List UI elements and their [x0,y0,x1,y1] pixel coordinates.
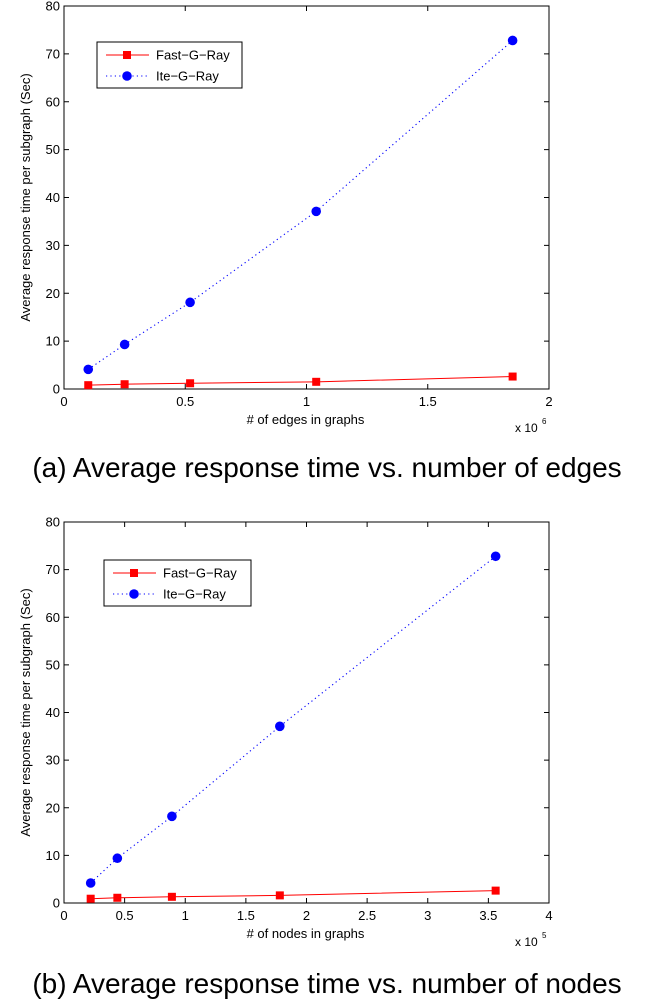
x-tick-label: 0 [60,908,67,923]
x-tick-label: 1.5 [419,394,437,409]
legend-marker-fast-g-ray [123,51,131,59]
y-tick-label: 60 [46,610,60,625]
caption-edges: (a) Average response time vs. number of … [32,452,621,483]
x-tick-label: 0 [60,394,67,409]
x-tick-label: 2 [303,908,310,923]
legend-label-fast-g-ray: Fast−G−Ray [156,48,230,63]
data-point-ite-g-ray [112,853,123,864]
caption-nodes: (b) Average response time vs. number of … [32,968,621,999]
x-axis-label: # of nodes in graphs [247,926,365,941]
data-point-ite-g-ray [311,206,322,217]
y-tick-label: 80 [46,0,60,14]
legend-box [103,559,252,607]
x-tick-label: 0.5 [116,908,134,923]
y-tick-label: 20 [46,286,60,301]
data-point-ite-g-ray [119,339,130,350]
legend-marker-fast-g-ray [130,569,138,577]
y-tick-label: 60 [46,94,60,109]
y-axis-label: Average response time per subgraph (Sec) [18,73,33,321]
data-point-fast-g-ray [84,381,93,390]
data-point-ite-g-ray [507,35,518,46]
data-point-ite-g-ray [490,551,501,562]
data-point-fast-g-ray [113,893,122,902]
y-tick-label: 10 [46,848,60,863]
data-point-fast-g-ray [167,892,176,901]
x-tick-label: 1 [182,908,189,923]
legend-label-ite-g-ray: Ite−G−Ray [163,587,226,602]
y-tick-label: 20 [46,800,60,815]
x-tick-label: 1 [303,394,310,409]
y-tick-label: 40 [46,705,60,720]
data-point-fast-g-ray [275,891,284,900]
legend: Fast−G−Ray Ite−G−Ray [96,41,243,89]
data-point-fast-g-ray [491,886,500,895]
y-tick-label: 0 [53,896,60,911]
y-tick-label: 50 [46,142,60,157]
data-point-ite-g-ray [185,297,195,308]
data-point-fast-g-ray [86,894,95,903]
data-point-fast-g-ray [312,377,321,386]
y-tick-label: 30 [46,753,60,768]
legend-box [96,41,243,89]
legend: Fast−G−Ray Ite−G−Ray [103,559,252,607]
x-axis-multiplier: x 10 [515,935,538,949]
legend-marker-ite-g-ray [122,71,132,81]
x-tick-label: 3 [424,908,431,923]
legend-marker-ite-g-ray [129,589,139,599]
y-tick-label: 70 [46,46,60,61]
data-point-ite-g-ray [275,721,285,732]
data-point-ite-g-ray [167,811,177,822]
y-tick-label: 50 [46,657,60,672]
x-axis-label: # of edges in graphs [247,412,365,427]
data-point-ite-g-ray [85,878,96,888]
x-axis-multiplier-exponent: 5 [542,931,547,940]
y-tick-label: 30 [46,238,60,253]
x-tick-label: 4 [545,908,552,923]
chart-edges: 0 10 20 30 40 50 60 70 80 0 0.5 1 1.5 2 # of edges in … [18,0,553,435]
x-axis-multiplier-exponent: 6 [542,417,547,426]
x-axis-multiplier: x 10 [515,421,538,435]
legend-label-fast-g-ray: Fast−G−Ray [163,566,237,581]
data-point-fast-g-ray [186,379,195,388]
data-point-fast-g-ray [508,372,517,381]
y-tick-label: 10 [46,334,60,349]
data-point-ite-g-ray [83,364,94,375]
x-tick-label: 2.5 [358,908,376,923]
x-tick-label: 2 [545,394,552,409]
data-point-fast-g-ray [120,380,129,389]
y-tick-label: 0 [53,382,60,397]
legend-label-ite-g-ray: Ite−G−Ray [156,69,219,84]
y-tick-label: 40 [46,190,60,205]
x-tick-label: 3.5 [479,908,497,923]
x-tick-label: 1.5 [237,908,255,923]
y-axis-label: Average response time per subgraph (Sec) [18,588,33,836]
y-tick-label: 80 [46,515,60,530]
x-tick-label: 0.5 [176,394,194,409]
y-tick-label: 70 [46,562,60,577]
chart-nodes: 0 10 20 30 40 50 60 70 80 0 0.5 1 1.5 2 2.5 3 3.5 4 # of n… [18,515,553,950]
